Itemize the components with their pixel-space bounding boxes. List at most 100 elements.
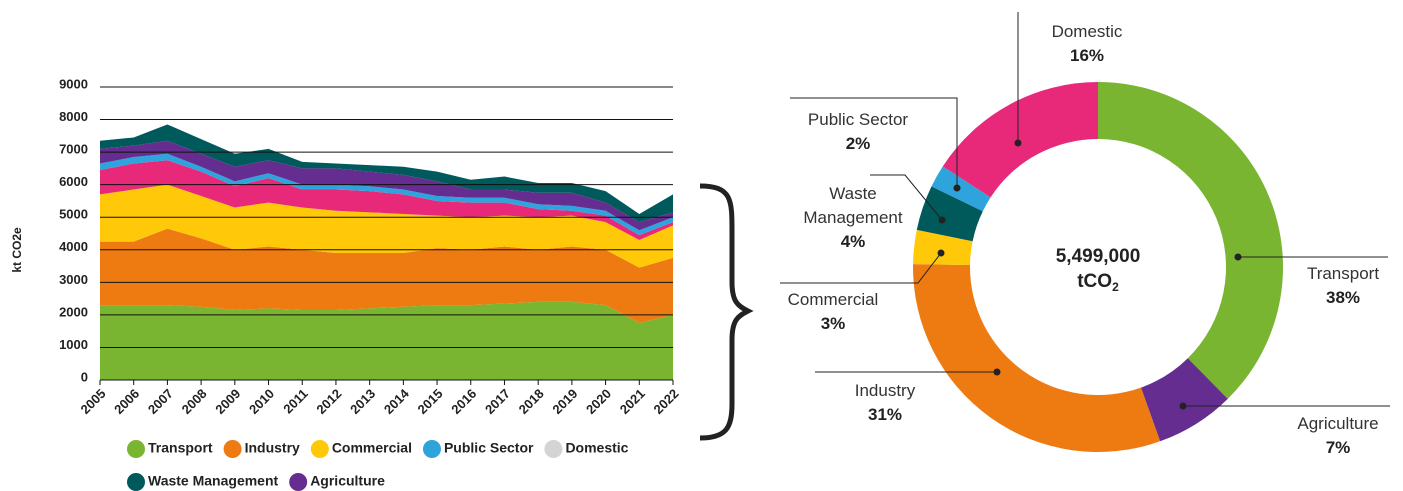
- legend-swatch: [127, 440, 145, 458]
- x-tick-label: 2006: [111, 386, 142, 417]
- donut-segment: [931, 166, 991, 212]
- x-tick-label: 2014: [381, 385, 413, 417]
- segment-label: Domestic 16%: [1022, 20, 1152, 68]
- x-tick-label: 2007: [145, 386, 176, 417]
- y-tick-label: 8000: [59, 109, 88, 124]
- x-tick-label: 2017: [482, 386, 513, 417]
- y-tick-label: 7000: [59, 142, 88, 157]
- segment-value: 2%: [845, 134, 871, 153]
- y-tick-label: 6000: [59, 174, 88, 189]
- leader-dot: [937, 249, 945, 257]
- segment-value: 7%: [1325, 438, 1351, 457]
- legend-swatch: [422, 440, 441, 458]
- legend-label: Commercial: [332, 440, 412, 456]
- legend-item: Industry: [223, 440, 300, 458]
- x-tick-label: 2011: [280, 386, 311, 417]
- leader-dot: [1179, 402, 1187, 410]
- x-tick-label: 2013: [347, 386, 378, 417]
- center-unit-text: tCO: [1077, 271, 1112, 292]
- x-tick-label: 2015: [415, 386, 446, 417]
- x-tick-label: 2010: [246, 386, 277, 417]
- y-tick-label: 9000: [59, 76, 88, 91]
- segment-name: Waste Management: [803, 184, 903, 227]
- area: [100, 160, 673, 241]
- leader-dot: [1234, 253, 1242, 261]
- legend-label: Waste Management: [148, 473, 279, 489]
- area: [100, 184, 673, 268]
- segment-name: Commercial: [787, 290, 879, 309]
- segment-label: Public Sector 2%: [793, 108, 923, 156]
- y-tick-label: 0: [81, 369, 88, 384]
- leader-dot: [1014, 139, 1022, 147]
- legend-label: Domestic: [565, 440, 628, 456]
- segment-value: 3%: [820, 314, 846, 333]
- legend-item: Public Sector: [422, 440, 534, 458]
- donut-segment: [1098, 82, 1284, 399]
- legend-item: Waste Management: [127, 473, 279, 491]
- segment-name: Agriculture: [1297, 414, 1379, 433]
- segment-label: Agriculture 7%: [1273, 412, 1403, 460]
- legend-item: Agriculture: [289, 473, 385, 491]
- legend-item: Domestic: [544, 440, 629, 458]
- legend-swatch: [310, 440, 329, 458]
- y-tick-label: 3000: [59, 272, 88, 287]
- segment-label: Transport 38%: [1278, 262, 1403, 310]
- legend-swatch: [223, 440, 242, 458]
- legend-item: Transport: [127, 440, 213, 458]
- segment-label: Waste Management 4%: [788, 182, 918, 254]
- center-unit-sub: 2: [1112, 280, 1119, 294]
- donut-segment: [942, 82, 1098, 198]
- segment-name: Transport: [1306, 264, 1380, 283]
- x-tick-label: 2020: [583, 386, 614, 417]
- legend-label: Industry: [245, 440, 300, 456]
- x-tick-label: 2012: [313, 386, 344, 417]
- x-tick-label: 2008: [179, 386, 210, 417]
- legend-swatch: [289, 473, 308, 491]
- leader-dot: [938, 216, 946, 224]
- segment-value: 16%: [1069, 46, 1105, 65]
- donut-segment: [1140, 358, 1228, 442]
- legend-label: Transport: [148, 440, 213, 456]
- leader-line: [790, 97, 958, 188]
- segment-value: 31%: [867, 405, 903, 424]
- area: [100, 140, 673, 231]
- y-axis-label: kt CO2e: [10, 227, 24, 273]
- leader-dot: [953, 184, 961, 192]
- area: [100, 124, 673, 223]
- segment-label: Commercial 3%: [768, 288, 898, 336]
- segment-value: 4%: [840, 232, 866, 251]
- leader-line: [870, 174, 943, 221]
- center-label: 5,499,000: [1056, 246, 1141, 267]
- segment-name: Domestic: [1051, 22, 1123, 41]
- legend-item: Commercial: [310, 440, 412, 458]
- donut-segment: [913, 229, 973, 266]
- area: [100, 228, 673, 324]
- donut-segment: [913, 264, 1161, 452]
- x-tick-label: 2009: [212, 386, 243, 417]
- x-tick-label: 2019: [549, 386, 580, 417]
- y-tick-label: 2000: [59, 304, 88, 319]
- center-unit: tCO2: [1077, 271, 1119, 294]
- leader-dot: [993, 368, 1001, 376]
- x-tick-label: 2021: [617, 386, 648, 417]
- legend-swatch: [127, 473, 145, 491]
- y-tick-label: 1000: [59, 337, 88, 352]
- segment-name: Public Sector: [807, 110, 909, 129]
- legend-swatch: [544, 440, 563, 458]
- legend-label: Public Sector: [444, 440, 534, 456]
- brace: [699, 183, 754, 441]
- x-tick-label: 2018: [516, 386, 547, 417]
- leader-line: [780, 252, 942, 284]
- segment-label: Industry 31%: [820, 379, 950, 427]
- x-tick-label: 2022: [650, 386, 681, 417]
- x-tick-label: 2016: [448, 386, 479, 417]
- segment-name: Industry: [854, 381, 916, 400]
- y-tick-label: 5000: [59, 207, 88, 222]
- x-tick-label: 2005: [77, 386, 108, 417]
- donut-segment: [916, 186, 983, 242]
- legend-label: Agriculture: [310, 473, 385, 489]
- segment-value: 38%: [1325, 288, 1361, 307]
- area: [100, 301, 673, 380]
